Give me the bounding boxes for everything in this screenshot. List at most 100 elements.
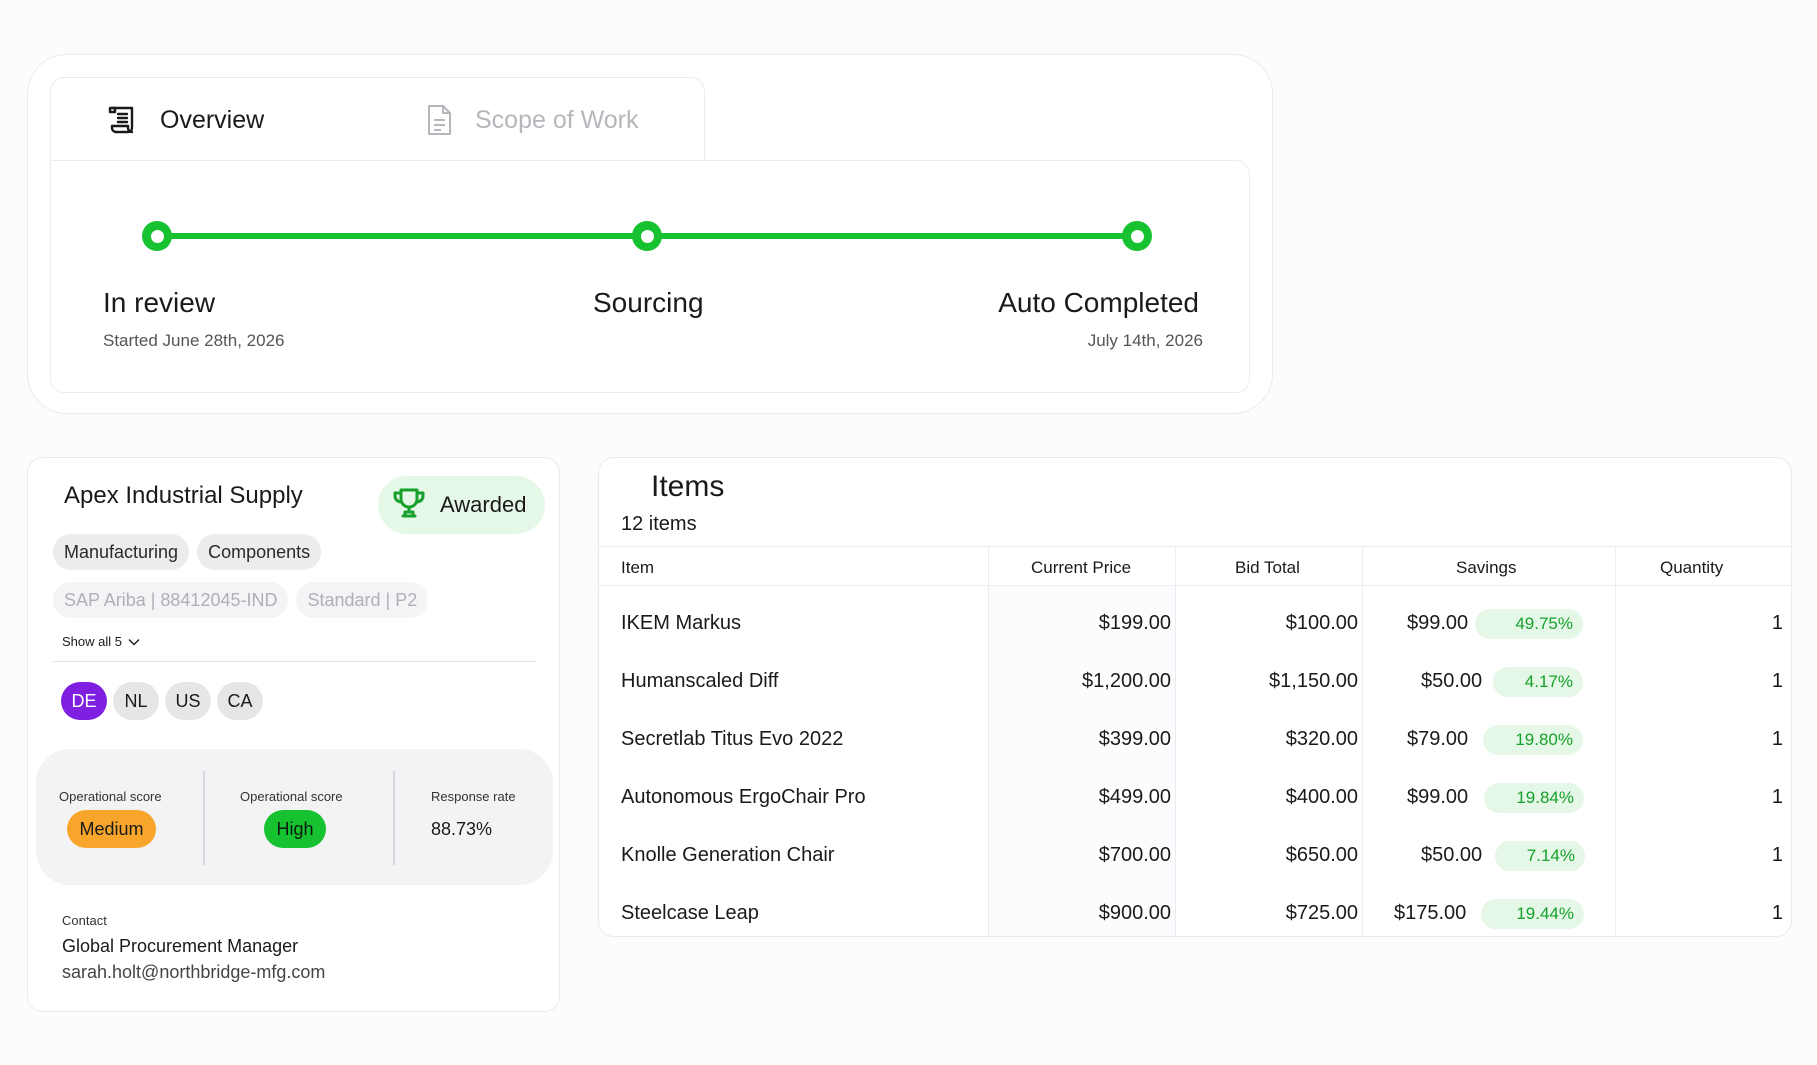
- savings-percent-badge: 7.14%: [1495, 841, 1585, 871]
- operational-score-1: Operational score Medium: [36, 749, 203, 885]
- table-row[interactable]: Autonomous ErgoChair Pro $499.00 $400.00 $9…: [599, 769, 1791, 827]
- table-row[interactable]: Knolle Generation Chair $700.00 $650.00 $50…: [599, 827, 1791, 885]
- bid-total: $320.00: [1285, 728, 1358, 750]
- quantity: 1: [1771, 728, 1783, 750]
- country-chip-de[interactable]: DE: [61, 682, 107, 720]
- current-price: $399.00: [1098, 728, 1171, 750]
- score-label: Response rate: [431, 789, 516, 804]
- step-title-auto-completed: Auto Completed: [998, 287, 1199, 318]
- savings-percent-badge: 19.44%: [1481, 899, 1584, 929]
- current-price: $900.00: [1098, 902, 1171, 924]
- items-count: 12 items: [621, 513, 697, 535]
- timeline-node-in-review: [142, 221, 172, 251]
- show-all-button[interactable]: Show all 5: [62, 634, 140, 649]
- table-row[interactable]: Steelcase Leap $900.00 $725.00 $175.00 1 19.4…: [599, 885, 1791, 936]
- request-status-card: Overview Scope of Work In review Started…: [27, 54, 1273, 414]
- savings-amount: $79.00: [1407, 728, 1469, 750]
- item-name: Humanscaled Diff: [621, 670, 779, 692]
- score-pill-high: High: [264, 810, 326, 848]
- current-price: $1,200.00: [1082, 670, 1171, 692]
- column-header-bid-total[interactable]: Bid Total: [1235, 558, 1300, 577]
- column-divider: [988, 546, 989, 936]
- identifier-chips: SAP Ariba | 88412045-IND Standard | P2: [53, 582, 429, 618]
- column-header-quantity[interactable]: Quantity: [1660, 558, 1724, 577]
- bid-total: $1,150.00: [1269, 670, 1358, 692]
- savings-percent-badge: 49.75%: [1475, 609, 1583, 639]
- awarded-badge: Awarded: [378, 476, 545, 534]
- tab-scope-of-work[interactable]: Scope of Work: [421, 78, 639, 162]
- column-header-item[interactable]: Item: [621, 558, 655, 577]
- savings-percent-badge: 19.84%: [1484, 783, 1584, 813]
- savings-amount: $50.00: [1421, 844, 1483, 866]
- show-all-label: Show all 5: [62, 634, 122, 649]
- contact-label: Contact: [62, 913, 107, 928]
- savings-percent-badge: 4.17%: [1493, 667, 1583, 697]
- supplier-name: Apex Industrial Supply: [64, 482, 303, 509]
- contact-email[interactable]: sarah.holt@northbridge-mfg.com: [62, 962, 326, 982]
- contact-role: Global Procurement Manager: [62, 936, 299, 956]
- bid-total: $100.00: [1285, 612, 1358, 634]
- table-row[interactable]: Secretlab Titus Evo 2022 $399.00 $320.00 $7…: [599, 711, 1791, 769]
- quantity: 1: [1771, 670, 1783, 692]
- item-name: Secretlab Titus Evo 2022: [621, 728, 844, 750]
- tab-scope-label: Scope of Work: [475, 105, 639, 134]
- score-label: Operational score: [59, 789, 162, 804]
- column-divider: [393, 771, 395, 865]
- tab-overview[interactable]: Overview: [106, 78, 264, 162]
- tab-bar: Overview Scope of Work: [50, 77, 705, 161]
- current-price: $199.00: [1098, 612, 1171, 634]
- tab-overview-label: Overview: [160, 105, 265, 134]
- country-selector: DE NL US CA: [61, 682, 263, 720]
- score-pill-medium: Medium: [67, 810, 156, 848]
- bid-total: $400.00: [1285, 786, 1358, 808]
- quantity: 1: [1771, 786, 1783, 808]
- country-chip-us[interactable]: US: [165, 682, 211, 720]
- savings-amount: $50.00: [1421, 670, 1483, 692]
- identifier-chip: Standard | P2: [296, 582, 429, 618]
- supplier-card: Apex Industrial Supply Awarded Manufactu…: [27, 457, 560, 1012]
- step-title-sourcing: Sourcing: [593, 287, 704, 318]
- column-highlight: [988, 586, 1175, 936]
- divider: [53, 661, 536, 662]
- savings-amount: $175.00: [1394, 902, 1467, 924]
- country-chip-nl[interactable]: NL: [113, 682, 159, 720]
- timeline-node-auto-completed: [1122, 221, 1152, 251]
- step-title-in-review: In review: [103, 287, 216, 318]
- timeline-node-sourcing: [632, 221, 662, 251]
- response-rate: Response rate 88.73%: [393, 749, 553, 885]
- savings-amount: $99.00: [1407, 612, 1469, 634]
- quantity: 1: [1771, 844, 1783, 866]
- chevron-down-icon: [128, 638, 140, 646]
- column-header-savings[interactable]: Savings: [1456, 558, 1517, 577]
- bid-total: $725.00: [1285, 902, 1358, 924]
- identifier-chip: SAP Ariba | 88412045-IND: [53, 582, 289, 618]
- item-name: Autonomous ErgoChair Pro: [621, 786, 866, 808]
- items-card: Items 12 items Item Current Price Bid To…: [598, 457, 1792, 937]
- table-row[interactable]: Humanscaled Diff $1,200.00 $1,150.00 $50.00…: [599, 653, 1791, 711]
- quantity: 1: [1771, 612, 1783, 634]
- scroll-icon: [106, 102, 142, 138]
- column-header-current-price[interactable]: Current Price: [1031, 558, 1132, 577]
- step-date-in-review: Started June 28th, 2026: [103, 331, 285, 350]
- column-divider: [1362, 546, 1363, 936]
- awarded-label: Awarded: [440, 492, 527, 517]
- step-date-auto-completed: July 14th, 2026: [1087, 331, 1203, 350]
- country-chip-ca[interactable]: CA: [217, 682, 263, 720]
- items-title: Items: [651, 470, 725, 503]
- category-chip: Components: [197, 534, 322, 570]
- document-icon: [421, 102, 457, 138]
- operational-score-2: Operational score High: [203, 749, 393, 885]
- quantity: 1: [1771, 902, 1783, 924]
- bid-total: $650.00: [1285, 844, 1358, 866]
- savings-percent-badge: 19.80%: [1483, 725, 1583, 755]
- savings-amount: $99.00: [1407, 786, 1469, 808]
- table-row[interactable]: IKEM Markus $199.00 $100.00 $99.00 1 49.75%: [599, 595, 1791, 653]
- status-timeline: In review Started June 28th, 2026 Sourci…: [50, 160, 1250, 393]
- item-name: IKEM Markus: [621, 612, 742, 634]
- column-divider: [203, 771, 205, 865]
- score-label: Operational score: [240, 789, 343, 804]
- current-price: $499.00: [1098, 786, 1171, 808]
- score-panel: Operational score Medium Operational sco…: [36, 749, 553, 885]
- column-divider: [1175, 546, 1176, 936]
- item-name: Knolle Generation Chair: [621, 844, 835, 866]
